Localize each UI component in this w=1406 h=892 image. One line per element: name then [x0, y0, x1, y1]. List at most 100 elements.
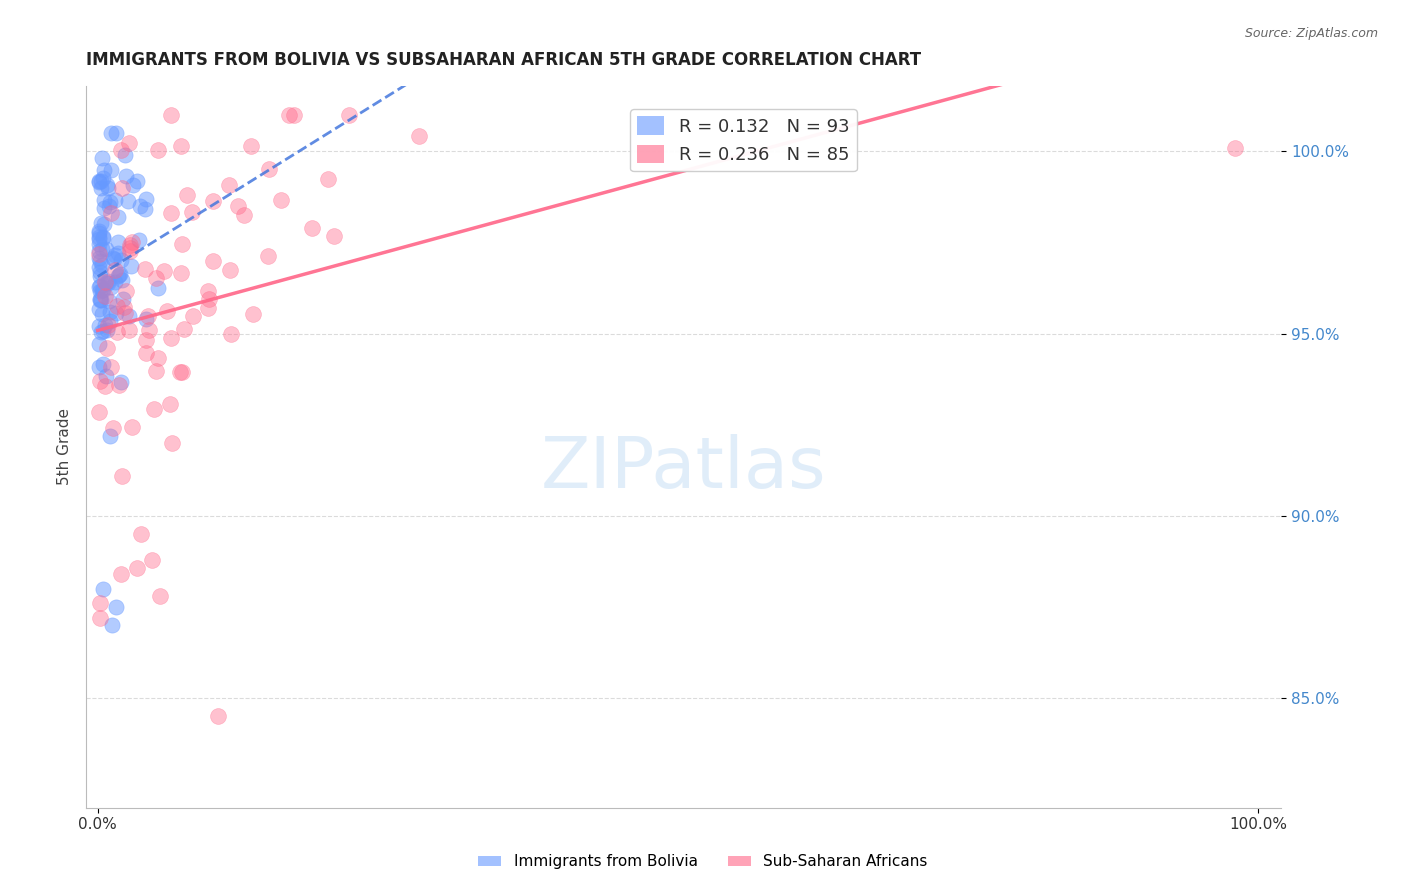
Point — [89, 265, 111, 279]
Point — [89, 284, 111, 298]
Point — [173, 322, 195, 336]
Point — [232, 208, 254, 222]
Point — [169, 266, 191, 280]
Point — [94, 369, 117, 384]
Point — [100, 279, 122, 293]
Point — [162, 435, 184, 450]
Point — [107, 245, 129, 260]
Point — [104, 306, 127, 320]
Point — [159, 108, 181, 122]
Point — [96, 323, 118, 337]
Point — [207, 709, 229, 723]
Point — [122, 178, 145, 192]
Point — [87, 280, 110, 294]
Point — [408, 129, 430, 144]
Point — [108, 268, 131, 283]
Point — [118, 238, 141, 252]
Point — [100, 194, 122, 209]
Point — [96, 342, 118, 356]
Point — [87, 230, 110, 244]
Point — [104, 193, 127, 207]
Point — [197, 301, 219, 315]
Point — [87, 237, 110, 252]
Point — [146, 351, 169, 365]
Point — [89, 293, 111, 307]
Point — [160, 331, 183, 345]
Point — [110, 267, 132, 281]
Point — [110, 252, 132, 267]
Point — [170, 365, 193, 379]
Point — [153, 263, 176, 277]
Point — [218, 178, 240, 192]
Point — [240, 139, 263, 153]
Point — [170, 237, 193, 252]
Point — [97, 180, 120, 194]
Point — [257, 249, 280, 263]
Point — [202, 253, 225, 268]
Point — [159, 206, 181, 220]
Point — [111, 469, 134, 483]
Point — [94, 243, 117, 257]
Text: IMMIGRANTS FROM BOLIVIA VS SUBSAHARAN AFRICAN 5TH GRADE CORRELATION CHART: IMMIGRANTS FROM BOLIVIA VS SUBSAHARAN AF… — [86, 51, 921, 69]
Point — [105, 299, 128, 313]
Point — [283, 108, 305, 122]
Point — [90, 325, 112, 339]
Point — [100, 126, 122, 140]
Point — [91, 151, 114, 165]
Point — [118, 136, 141, 150]
Point — [169, 365, 191, 379]
Point — [108, 378, 131, 392]
Point — [93, 379, 115, 393]
Point — [110, 376, 132, 390]
Point — [110, 567, 132, 582]
Point — [89, 336, 111, 351]
Point — [96, 178, 118, 193]
Point — [89, 375, 111, 389]
Point — [159, 397, 181, 411]
Point — [198, 292, 221, 306]
Point — [87, 359, 110, 374]
Point — [134, 202, 156, 216]
Point — [145, 364, 167, 378]
Point — [176, 188, 198, 202]
Point — [98, 305, 121, 319]
Point — [89, 254, 111, 268]
Point — [146, 143, 169, 157]
Point — [111, 181, 134, 195]
Point — [114, 306, 136, 320]
Point — [89, 279, 111, 293]
Point — [242, 307, 264, 321]
Point — [219, 327, 242, 342]
Point — [114, 169, 136, 183]
Point — [107, 268, 129, 283]
Point — [135, 346, 157, 360]
Point — [115, 285, 138, 299]
Point — [143, 402, 166, 417]
Point — [87, 405, 110, 419]
Point — [112, 300, 135, 314]
Point — [91, 170, 114, 185]
Point — [121, 235, 143, 249]
Point — [145, 270, 167, 285]
Point — [125, 174, 148, 188]
Point — [91, 582, 114, 596]
Point — [100, 163, 122, 178]
Point — [125, 561, 148, 575]
Point — [111, 273, 134, 287]
Point — [180, 205, 202, 219]
Point — [87, 244, 110, 259]
Point — [170, 139, 193, 153]
Point — [323, 229, 346, 244]
Point — [93, 276, 115, 290]
Point — [97, 318, 120, 332]
Point — [219, 263, 242, 277]
Point — [90, 181, 112, 195]
Point — [91, 325, 114, 339]
Point — [141, 552, 163, 566]
Point — [257, 162, 280, 177]
Point — [146, 281, 169, 295]
Point — [97, 293, 120, 308]
Point — [94, 276, 117, 290]
Point — [226, 199, 249, 213]
Point — [118, 244, 141, 259]
